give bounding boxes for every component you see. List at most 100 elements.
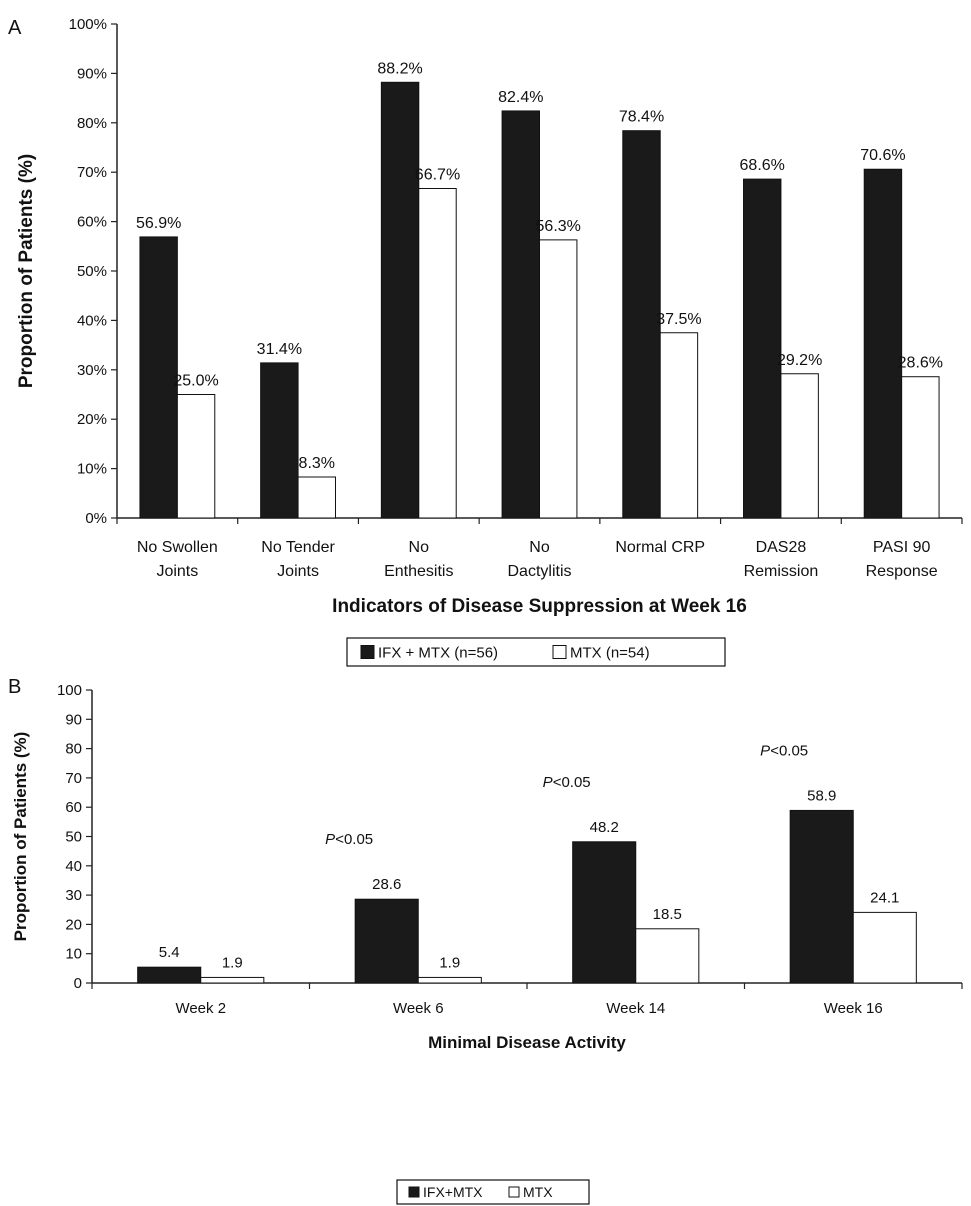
- data-label: 28.6%: [898, 355, 943, 372]
- x-tick-label: No: [529, 539, 550, 556]
- bar-ifx-mtx: [743, 178, 782, 519]
- x-tick-label: Week 6: [393, 1000, 444, 1017]
- x-tick-label: Week 16: [824, 1000, 883, 1017]
- y-tick-label: 20%: [77, 411, 107, 428]
- y-axis-title: Proportion of Patients (%): [16, 154, 37, 388]
- bar-mtx: [176, 394, 216, 519]
- data-label: 66.7%: [415, 167, 460, 184]
- data-label: 24.1: [870, 889, 899, 906]
- panel-a-label: A: [8, 17, 22, 39]
- data-label: 56.9%: [136, 215, 181, 232]
- legend-box: [346, 637, 726, 667]
- bar-mtx: [418, 188, 457, 519]
- y-tick-label: 100: [57, 682, 82, 699]
- p-symbol: P: [325, 831, 335, 848]
- bar-ifx-mtx: [137, 966, 202, 984]
- y-tick-label: 80: [65, 741, 82, 758]
- significance-annotation: P<0.05: [543, 774, 591, 791]
- data-label: 29.2%: [777, 352, 822, 369]
- y-tick-label: 80%: [77, 115, 107, 132]
- bar-ifx-mtx: [572, 841, 637, 984]
- legend-swatch: [360, 645, 375, 659]
- y-tick-label: 20: [65, 916, 82, 933]
- y-tick-label: 10%: [77, 461, 107, 478]
- data-label: 8.3%: [299, 455, 335, 472]
- x-axis-title: Minimal Disease Activity: [428, 1033, 626, 1052]
- x-tick-label: No: [409, 539, 430, 556]
- data-label: 68.6%: [740, 157, 785, 174]
- y-tick-label: 0%: [85, 510, 107, 527]
- bar-mtx: [901, 376, 940, 519]
- bar-ifx-mtx: [789, 809, 854, 984]
- p-value: <0.05: [770, 742, 808, 759]
- p-value: <0.05: [335, 831, 373, 848]
- legend: IFX + MTX (n=56) MTX (n=54): [346, 637, 726, 667]
- y-tick-label: 100%: [69, 16, 107, 33]
- y-tick-label: 50: [65, 829, 82, 846]
- x-tick-label: Week 2: [175, 1000, 226, 1017]
- bar-mtx: [539, 239, 578, 519]
- x-tick-label: No Swollen: [137, 539, 218, 556]
- bar-ifx-mtx: [380, 81, 420, 519]
- bar-mtx: [417, 976, 482, 984]
- data-label: 1.9: [439, 954, 460, 971]
- significance-annotation: P<0.05: [760, 742, 808, 759]
- x-tick-label: Normal CRP: [615, 539, 705, 556]
- bar-mtx: [635, 928, 700, 984]
- p-symbol: P: [543, 774, 553, 791]
- legend: IFX+MTX MTX: [396, 1179, 590, 1205]
- p-value: <0.05: [553, 774, 591, 791]
- bar-ifx-mtx: [501, 110, 541, 519]
- data-label: 37.5%: [656, 311, 701, 328]
- x-tick-label: DAS28: [756, 539, 807, 556]
- p-symbol: P: [760, 742, 770, 759]
- x-tick-label: Joints: [277, 563, 319, 580]
- bar-mtx: [780, 373, 819, 519]
- y-tick-label: 60: [65, 799, 82, 816]
- bar-ifx-mtx: [354, 898, 419, 984]
- bar-ifx-mtx: [139, 236, 178, 519]
- y-tick-label: 60%: [77, 214, 107, 231]
- bar-mtx: [297, 476, 336, 519]
- x-tick-label: Joints: [156, 563, 198, 580]
- x-tick-label: No Tender: [261, 539, 335, 556]
- x-tick-label: Enthesitis: [384, 563, 453, 580]
- bar-mtx: [852, 911, 917, 984]
- bar-mtx: [200, 976, 265, 984]
- data-label: 5.4: [159, 944, 180, 961]
- data-label: 25.0%: [173, 373, 218, 390]
- legend-swatch: [552, 645, 567, 659]
- y-tick-label: 90%: [77, 65, 107, 82]
- x-tick-label: Remission: [744, 563, 819, 580]
- legend-label: MTX: [523, 1184, 553, 1200]
- legend-swatch: [408, 1186, 420, 1198]
- legend-label: IFX + MTX (n=56): [378, 644, 498, 661]
- y-tick-label: 10: [65, 946, 82, 963]
- y-tick-label: 70%: [77, 164, 107, 181]
- y-axis-title: Proportion of Patients (%): [11, 732, 30, 942]
- data-label: 31.4%: [257, 341, 302, 358]
- data-label: 78.4%: [619, 109, 664, 126]
- y-tick-label: 90: [65, 711, 82, 728]
- y-tick-label: 30: [65, 887, 82, 904]
- panel-a-chart: A 0% 10% 20% 30% 40% 50% 60% 70% 80% 90% 100% Propo…: [8, 16, 963, 667]
- bar-mtx: [659, 332, 699, 519]
- panel-b-label: B: [8, 676, 21, 698]
- data-label: 82.4%: [498, 89, 543, 106]
- data-label: 18.5: [653, 906, 682, 923]
- data-label: 56.3%: [536, 218, 581, 235]
- legend-swatch: [508, 1186, 520, 1198]
- legend-label: MTX (n=54): [570, 644, 650, 661]
- data-label: 1.9: [222, 954, 243, 971]
- bar-ifx-mtx: [863, 168, 903, 519]
- x-axis-title: Indicators of Disease Suppression at Wee…: [332, 596, 747, 617]
- panel-b-chart: B 0 10 20 30 40 50 60 70 80 90 100 Proportion of Pa…: [8, 676, 963, 1205]
- y-tick-label: 50%: [77, 263, 107, 280]
- y-tick-label: 0: [74, 975, 82, 992]
- x-tick-label: PASI 90: [873, 539, 931, 556]
- data-label: 48.2: [590, 819, 619, 836]
- legend-label: IFX+MTX: [423, 1184, 483, 1200]
- x-tick-label: Week 14: [606, 1000, 665, 1017]
- x-tick-label: Response: [866, 563, 938, 580]
